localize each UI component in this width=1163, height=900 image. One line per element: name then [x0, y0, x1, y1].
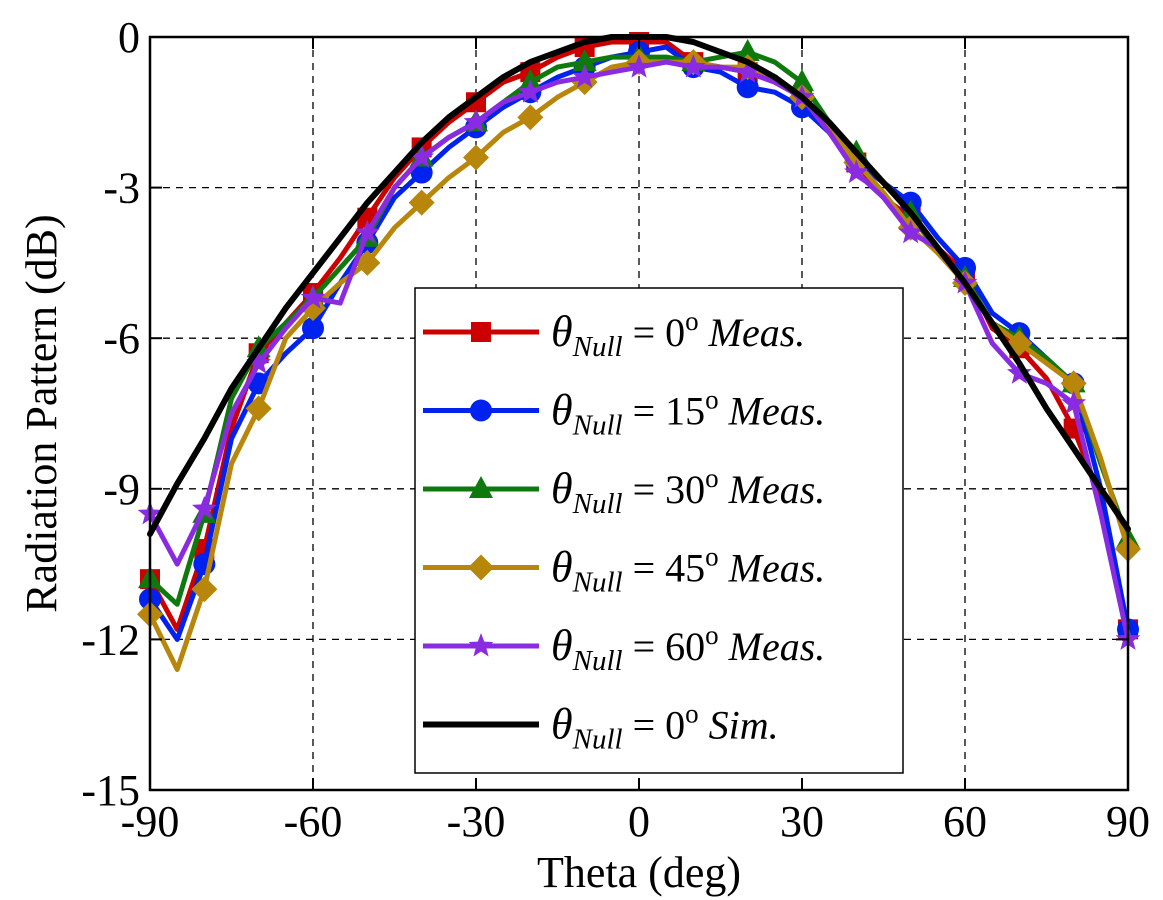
y-tick-label: -6: [103, 314, 140, 363]
data-point-marker: [355, 219, 380, 244]
data-point-marker: [192, 495, 217, 520]
legend-subscript: Null: [572, 724, 623, 756]
legend-tail: Meas.: [719, 467, 826, 512]
legend-symbol: θ: [551, 543, 573, 592]
legend-entry: θNull = 60o Meas.: [423, 620, 825, 677]
legend-value: = 0: [623, 703, 686, 748]
legend-symbol: θ: [551, 700, 573, 749]
data-point-marker: [844, 159, 869, 184]
legend-value: = 30: [623, 467, 706, 512]
data-point-marker: [736, 76, 759, 99]
legend: θNull = 0o Meas.θNull = 15o Meas.θNull =…: [414, 287, 904, 774]
legend-box: [414, 287, 904, 774]
data-point-marker: [572, 64, 597, 88]
legend-symbol: θ: [551, 621, 573, 670]
data-point-marker: [518, 79, 543, 103]
data-point-marker: [572, 49, 597, 72]
data-point-marker: [471, 322, 491, 342]
x-tick-label: -30: [447, 797, 506, 846]
data-point-marker: [1007, 360, 1032, 384]
data-point-marker: [463, 144, 489, 171]
data-point-marker: [302, 317, 324, 340]
x-tick-label: -60: [284, 797, 343, 846]
legend-entry: θNull = 45o Meas.: [423, 542, 825, 599]
x-tick-label: 90: [1106, 797, 1150, 846]
legend-tail: Sim.: [699, 703, 779, 748]
legend-value: = 15: [623, 389, 706, 434]
legend-label: θNull = 45o Meas.: [551, 542, 825, 599]
legend-label: θNull = 0o Sim.: [551, 699, 779, 756]
data-point-marker: [246, 350, 271, 374]
data-point-marker: [245, 395, 272, 422]
legend-superscript: o: [705, 385, 719, 415]
legend-superscript: o: [685, 306, 699, 336]
data-point-marker: [790, 69, 814, 92]
y-tick-label: -9: [103, 465, 140, 514]
legend-superscript: o: [705, 620, 719, 650]
legend-entry: θNull = 0o Meas.: [423, 306, 805, 363]
legend-superscript: o: [705, 463, 719, 493]
legend-subscript: Null: [572, 645, 623, 677]
legend-value: = 0: [623, 310, 686, 355]
data-point-marker: [517, 104, 544, 131]
data-point-marker: [408, 189, 435, 216]
legend-entry: θNull = 30o Meas.: [423, 463, 825, 520]
data-point-marker: [1061, 390, 1086, 414]
y-tick-label: -3: [103, 164, 140, 213]
legend-symbol: θ: [551, 307, 573, 356]
legend-value: = 45: [623, 546, 706, 591]
data-point-marker: [681, 54, 706, 78]
x-tick-label: 0: [628, 797, 650, 846]
data-point-marker: [626, 54, 652, 78]
data-point-marker: [300, 285, 326, 309]
y-tick-label: -15: [81, 766, 140, 815]
y-tick-label: 0: [118, 13, 140, 62]
legend-tail: Meas.: [719, 389, 826, 434]
y-tick-label: -12: [81, 615, 140, 664]
data-point-marker: [191, 576, 218, 603]
axis-ticks: -90 -60 -30 0 30 60 90 0 -3 -6 -9 -12 -15: [81, 13, 1150, 846]
data-point-marker: [898, 219, 923, 244]
data-point-marker: [468, 554, 494, 581]
x-tick-label: 60: [943, 797, 987, 846]
legend-subscript: Null: [572, 488, 623, 520]
legend-symbol: θ: [551, 386, 573, 435]
data-point-marker: [468, 633, 494, 657]
legend-subscript: Null: [572, 331, 623, 363]
legend-tail: Meas.: [719, 546, 826, 591]
legend-superscript: o: [685, 699, 699, 729]
x-tick-label: -90: [121, 797, 180, 846]
legend-label: θNull = 60o Meas.: [551, 620, 825, 677]
legend-label: θNull = 0o Meas.: [551, 306, 805, 363]
data-point-marker: [1060, 370, 1087, 397]
data-point-marker: [735, 39, 760, 62]
legend-label: θNull = 30o Meas.: [551, 463, 825, 520]
data-point-marker: [463, 109, 489, 133]
data-point-marker: [470, 399, 492, 422]
legend-tail: Meas.: [699, 310, 806, 355]
legend-subscript: Null: [572, 410, 623, 442]
x-tick-label: 30: [780, 797, 824, 846]
data-point-marker: [409, 144, 434, 168]
y-axis-label: Radiation Pattern (dB): [17, 214, 66, 612]
legend-value: = 60: [623, 624, 706, 669]
x-axis-label: Theta (deg): [537, 848, 741, 897]
legend-subscript: Null: [572, 567, 623, 599]
data-point-marker: [469, 476, 493, 498]
legend-entry: θNull = 0o Sim.: [423, 699, 779, 756]
data-point-marker: [735, 59, 760, 83]
legend-label: θNull = 15o Meas.: [551, 385, 825, 442]
legend-entry: θNull = 15o Meas.: [423, 385, 825, 442]
legend-symbol: θ: [551, 464, 573, 513]
legend-superscript: o: [705, 542, 719, 572]
legend-tail: Meas.: [719, 624, 826, 669]
